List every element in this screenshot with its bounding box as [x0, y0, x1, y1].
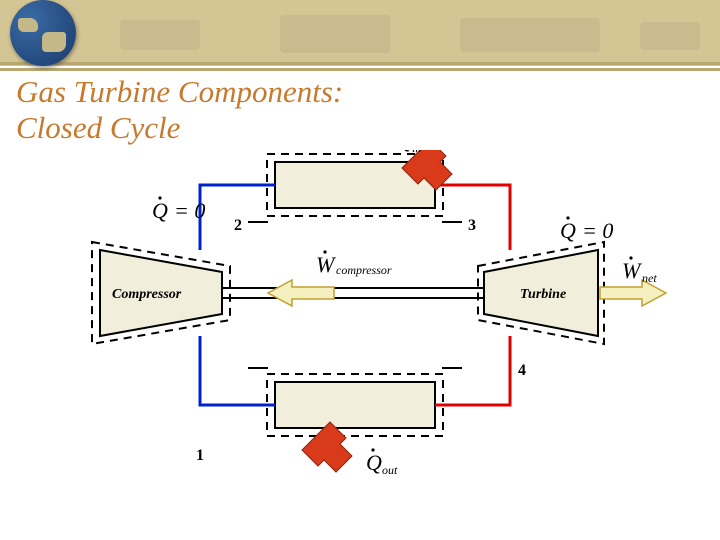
svg-text:net: net	[642, 271, 657, 285]
svg-text:Q: Q	[396, 150, 412, 153]
qout-label: Q out	[366, 448, 398, 477]
qout-arrow-icon	[302, 422, 352, 472]
svg-text:= 0: = 0	[174, 198, 205, 223]
qzero-left-label: Q = 0	[152, 196, 205, 223]
compressor-label: Compressor	[112, 287, 182, 302]
state-2: 2	[234, 217, 242, 234]
turbine: Turbine	[478, 242, 604, 344]
shaft	[218, 288, 484, 298]
page-title: Gas Turbine Components: Closed Cycle	[16, 74, 343, 145]
svg-text:W: W	[316, 252, 336, 277]
state-1: 1	[196, 447, 204, 464]
title-line1: Gas Turbine Components:	[16, 74, 343, 109]
wnet-label: W net	[622, 256, 657, 285]
header-rule-2	[0, 68, 720, 71]
state-3: 3	[468, 217, 476, 234]
turbine-label: Turbine	[520, 287, 566, 302]
cycle-diagram: Compressor Turbine 1 2 3 4	[0, 150, 720, 540]
svg-text:W: W	[622, 258, 642, 283]
title-line2: Closed Cycle	[16, 110, 180, 145]
globe-icon	[10, 0, 76, 66]
svg-text:Q: Q	[560, 218, 576, 243]
state-4: 4	[518, 362, 526, 379]
svg-text:in: in	[412, 150, 421, 155]
wcomp-arrow-icon	[268, 280, 334, 306]
pipe-4	[435, 336, 510, 405]
svg-text:Q: Q	[366, 450, 382, 475]
compressor: Compressor	[92, 242, 230, 344]
qzero-right-label: Q = 0	[560, 216, 613, 243]
pipe-1	[200, 336, 275, 405]
header-band	[0, 0, 720, 66]
header-rule-1	[0, 62, 720, 65]
svg-text:Q: Q	[152, 198, 168, 223]
heat-exchanger-bottom	[267, 374, 443, 436]
svg-text:= 0: = 0	[582, 218, 613, 243]
svg-text:out: out	[382, 463, 398, 477]
svg-text:compressor: compressor	[336, 263, 392, 277]
wcomp-label: W compressor	[316, 250, 392, 277]
